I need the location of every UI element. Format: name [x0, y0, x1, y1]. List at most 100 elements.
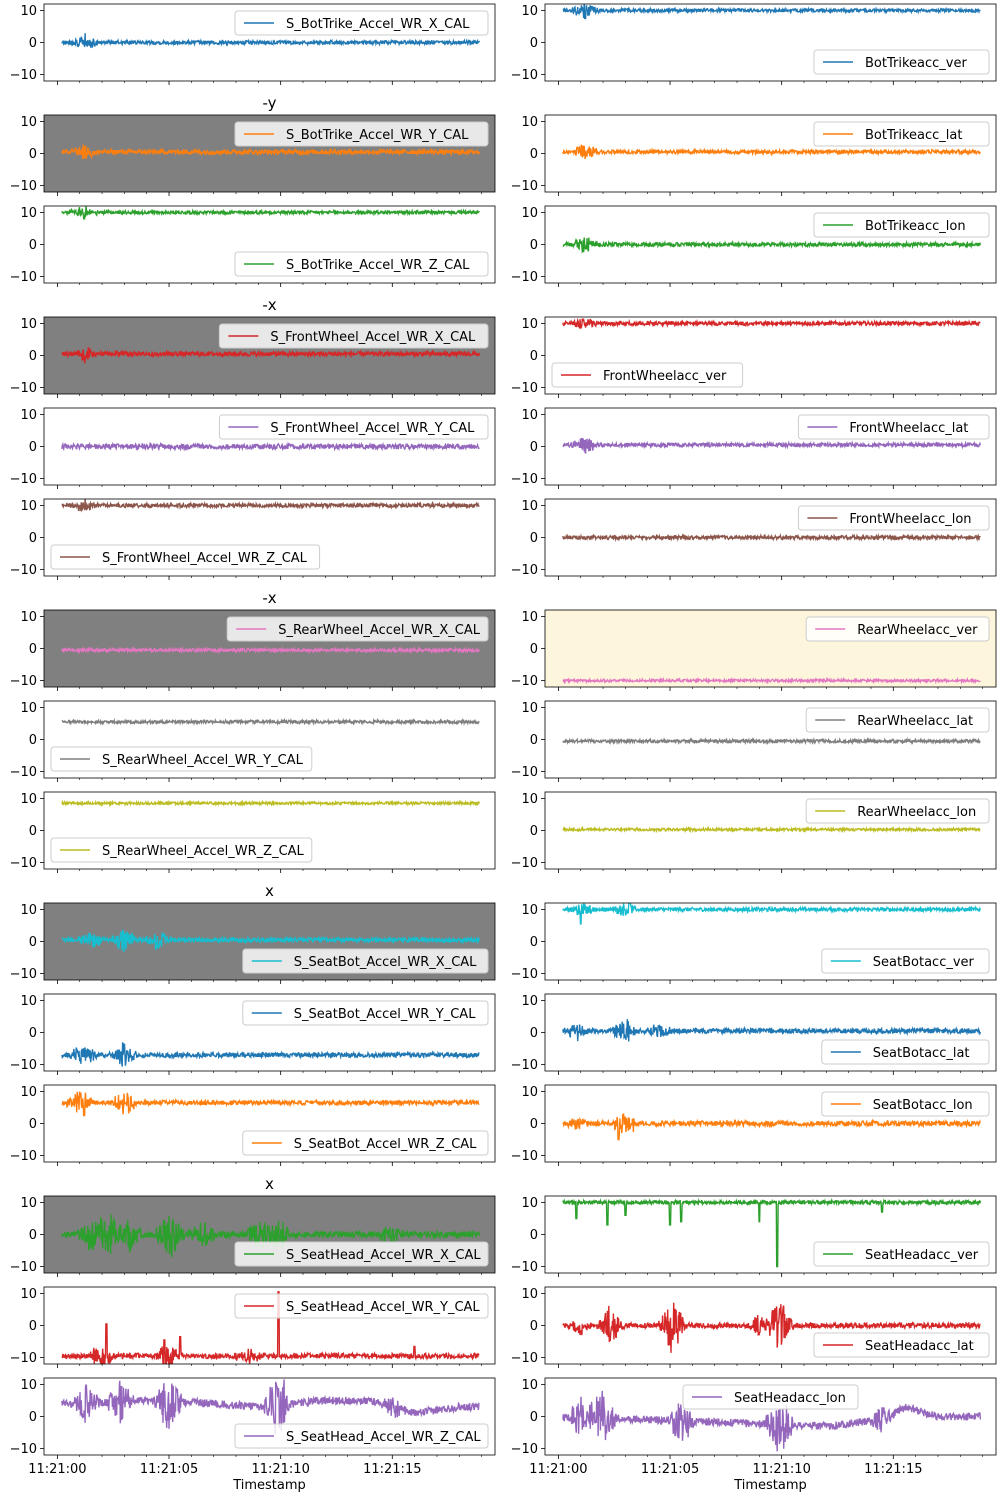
series-line	[562, 903, 982, 925]
subplot-S_SeatHead_Accel_WR_X_CAL: 10 0 −10 x S_SeatHead_Accel_WR_X_CAL	[10, 1175, 496, 1277]
subplot-FrontWheelacc_ver: 10 0 −10 FrontWheelacc_ver	[511, 316, 997, 398]
y-tick-label: −10	[10, 179, 37, 194]
y-tick-label: −10	[511, 1260, 538, 1275]
legend-label: SeatBotacc_ver	[873, 955, 975, 970]
y-tick-label: 0	[530, 1319, 538, 1334]
legend-label: SeatHeadacc_ver	[865, 1248, 979, 1263]
y-tick-label: −10	[10, 967, 37, 982]
x-tick-label: 11:21:05	[140, 1462, 198, 1477]
y-tick-label: 0	[29, 147, 37, 162]
y-tick-label: 10	[521, 1196, 538, 1211]
series-line	[61, 1091, 480, 1117]
y-tick-label: 0	[530, 935, 538, 950]
y-tick-label: −10	[10, 381, 37, 396]
legend-box	[813, 1241, 990, 1267]
legend-box	[218, 323, 489, 349]
legend-label: FrontWheelacc_ver	[603, 369, 727, 384]
legend-label: S_SeatHead_Accel_WR_Y_CAL	[286, 1300, 480, 1315]
series-line	[562, 532, 981, 543]
x-axis-label: Timestamp	[232, 1478, 306, 1493]
legend-label: SeatHeadacc_lat	[865, 1339, 974, 1354]
y-tick-label: −10	[10, 68, 37, 83]
x-tick-label: 11:21:15	[363, 1462, 421, 1477]
subplot-S_RearWheel_Accel_WR_X_CAL: 10 0 −10 -x S_RearWheel_Accel_WR_X_CAL	[10, 589, 496, 691]
subplot-SeatBotacc_ver: 10 0 −10 SeatBotacc_ver	[511, 902, 997, 984]
legend: S_SeatBot_Accel_WR_Z_CAL	[242, 1130, 489, 1156]
series-line	[562, 317, 981, 330]
y-tick-label: 10	[20, 1196, 37, 1211]
series-line	[61, 1042, 480, 1067]
y-tick-label: 10	[20, 206, 37, 221]
legend: RearWheelacc_ver	[805, 616, 990, 642]
x-tick-label: 11:21:15	[864, 1462, 922, 1477]
y-tick-label: 0	[29, 531, 37, 546]
y-tick-label: 10	[20, 499, 37, 514]
legend-label: FrontWheelacc_lat	[849, 421, 968, 436]
subplot-S_BotTrike_Accel_WR_X_CAL: 10 0 −10 S_BotTrike_Accel_WR_X_CAL	[10, 3, 496, 85]
series-line	[61, 33, 481, 49]
y-tick-label: 0	[29, 1026, 37, 1041]
y-tick-label: 10	[521, 4, 538, 19]
y-tick-label: 10	[521, 701, 538, 716]
y-tick-label: 0	[29, 1117, 37, 1132]
y-tick-label: 0	[29, 1410, 37, 1425]
subplot-BotTrikeacc_lon: 10 0 −10 BotTrikeacc_lon	[511, 205, 997, 287]
legend: BotTrikeacc_lon	[813, 212, 990, 238]
legend-box	[50, 837, 313, 863]
series-line	[562, 1113, 982, 1141]
y-tick-label: 10	[521, 1287, 538, 1302]
y-tick-label: 10	[20, 1085, 37, 1100]
subplot-title: -y	[262, 94, 276, 112]
legend: BotTrikeacc_ver	[813, 49, 990, 75]
y-tick-label: 0	[29, 1228, 37, 1243]
subplot-SeatHeadacc_lat: 10 0 −10 SeatHeadacc_lat	[511, 1286, 997, 1368]
y-tick-label: 10	[521, 1085, 538, 1100]
y-tick-label: −10	[10, 270, 37, 285]
y-tick-label: 0	[530, 1117, 538, 1132]
y-tick-label: −10	[10, 1058, 37, 1073]
legend-box	[218, 414, 489, 440]
legend: FrontWheelacc_ver	[551, 362, 744, 388]
y-tick-label: −10	[511, 967, 538, 982]
y-tick-label: −10	[511, 1351, 538, 1366]
y-tick-label: 0	[29, 824, 37, 839]
y-tick-label: −10	[511, 270, 538, 285]
series-line	[61, 717, 480, 727]
subplot-FrontWheelacc_lon: 10 0 −10 FrontWheelacc_lon	[511, 498, 997, 580]
legend-box	[682, 1384, 859, 1410]
y-tick-label: −10	[511, 472, 538, 487]
y-tick-label: −10	[10, 674, 37, 689]
legend: S_BotTrike_Accel_WR_Y_CAL	[234, 121, 489, 147]
subplot-S_SeatHead_Accel_WR_Y_CAL: 10 0 −10 S_SeatHead_Accel_WR_Y_CAL	[10, 1286, 496, 1368]
subplot-title: -x	[262, 296, 276, 314]
y-tick-label: −10	[511, 1442, 538, 1457]
subplot-S_SeatHead_Accel_WR_Z_CAL: 10 0 −10 11:21:00 11:21:05 11:21:10 11:21:15 Ti…	[10, 1377, 496, 1493]
legend: RearWheelacc_lon	[805, 798, 990, 824]
series-line	[61, 929, 481, 953]
y-tick-label: 10	[20, 701, 37, 716]
subplot-BotTrikeacc_lat: 10 0 −10 BotTrikeacc_lat	[511, 114, 997, 196]
y-tick-label: 0	[530, 238, 538, 253]
legend: S_SeatBot_Accel_WR_Y_CAL	[242, 1000, 489, 1026]
legend-box	[234, 1293, 489, 1319]
y-tick-label: −10	[511, 1058, 538, 1073]
legend: S_RearWheel_Accel_WR_Z_CAL	[50, 837, 313, 863]
subplot-S_RearWheel_Accel_WR_Y_CAL: 10 0 −10 S_RearWheel_Accel_WR_Y_CAL	[10, 700, 496, 782]
legend-box	[234, 1241, 489, 1267]
legend-box	[821, 1039, 990, 1065]
legend-box	[813, 49, 990, 75]
legend-box	[813, 1332, 990, 1358]
legend: S_SeatBot_Accel_WR_X_CAL	[242, 948, 489, 974]
legend: S_SeatHead_Accel_WR_Y_CAL	[234, 1293, 489, 1319]
y-tick-label: −10	[511, 68, 538, 83]
legend-box	[821, 1091, 990, 1117]
legend-label: S_SeatHead_Accel_WR_Z_CAL	[286, 1430, 481, 1445]
y-tick-label: −10	[511, 563, 538, 578]
legend-label: BotTrikeacc_lat	[865, 128, 962, 143]
y-tick-label: 0	[530, 1410, 538, 1425]
legend-box	[797, 505, 990, 531]
series-line	[562, 825, 981, 834]
legend: S_BotTrike_Accel_WR_Z_CAL	[234, 251, 489, 277]
y-tick-label: 0	[530, 147, 538, 162]
